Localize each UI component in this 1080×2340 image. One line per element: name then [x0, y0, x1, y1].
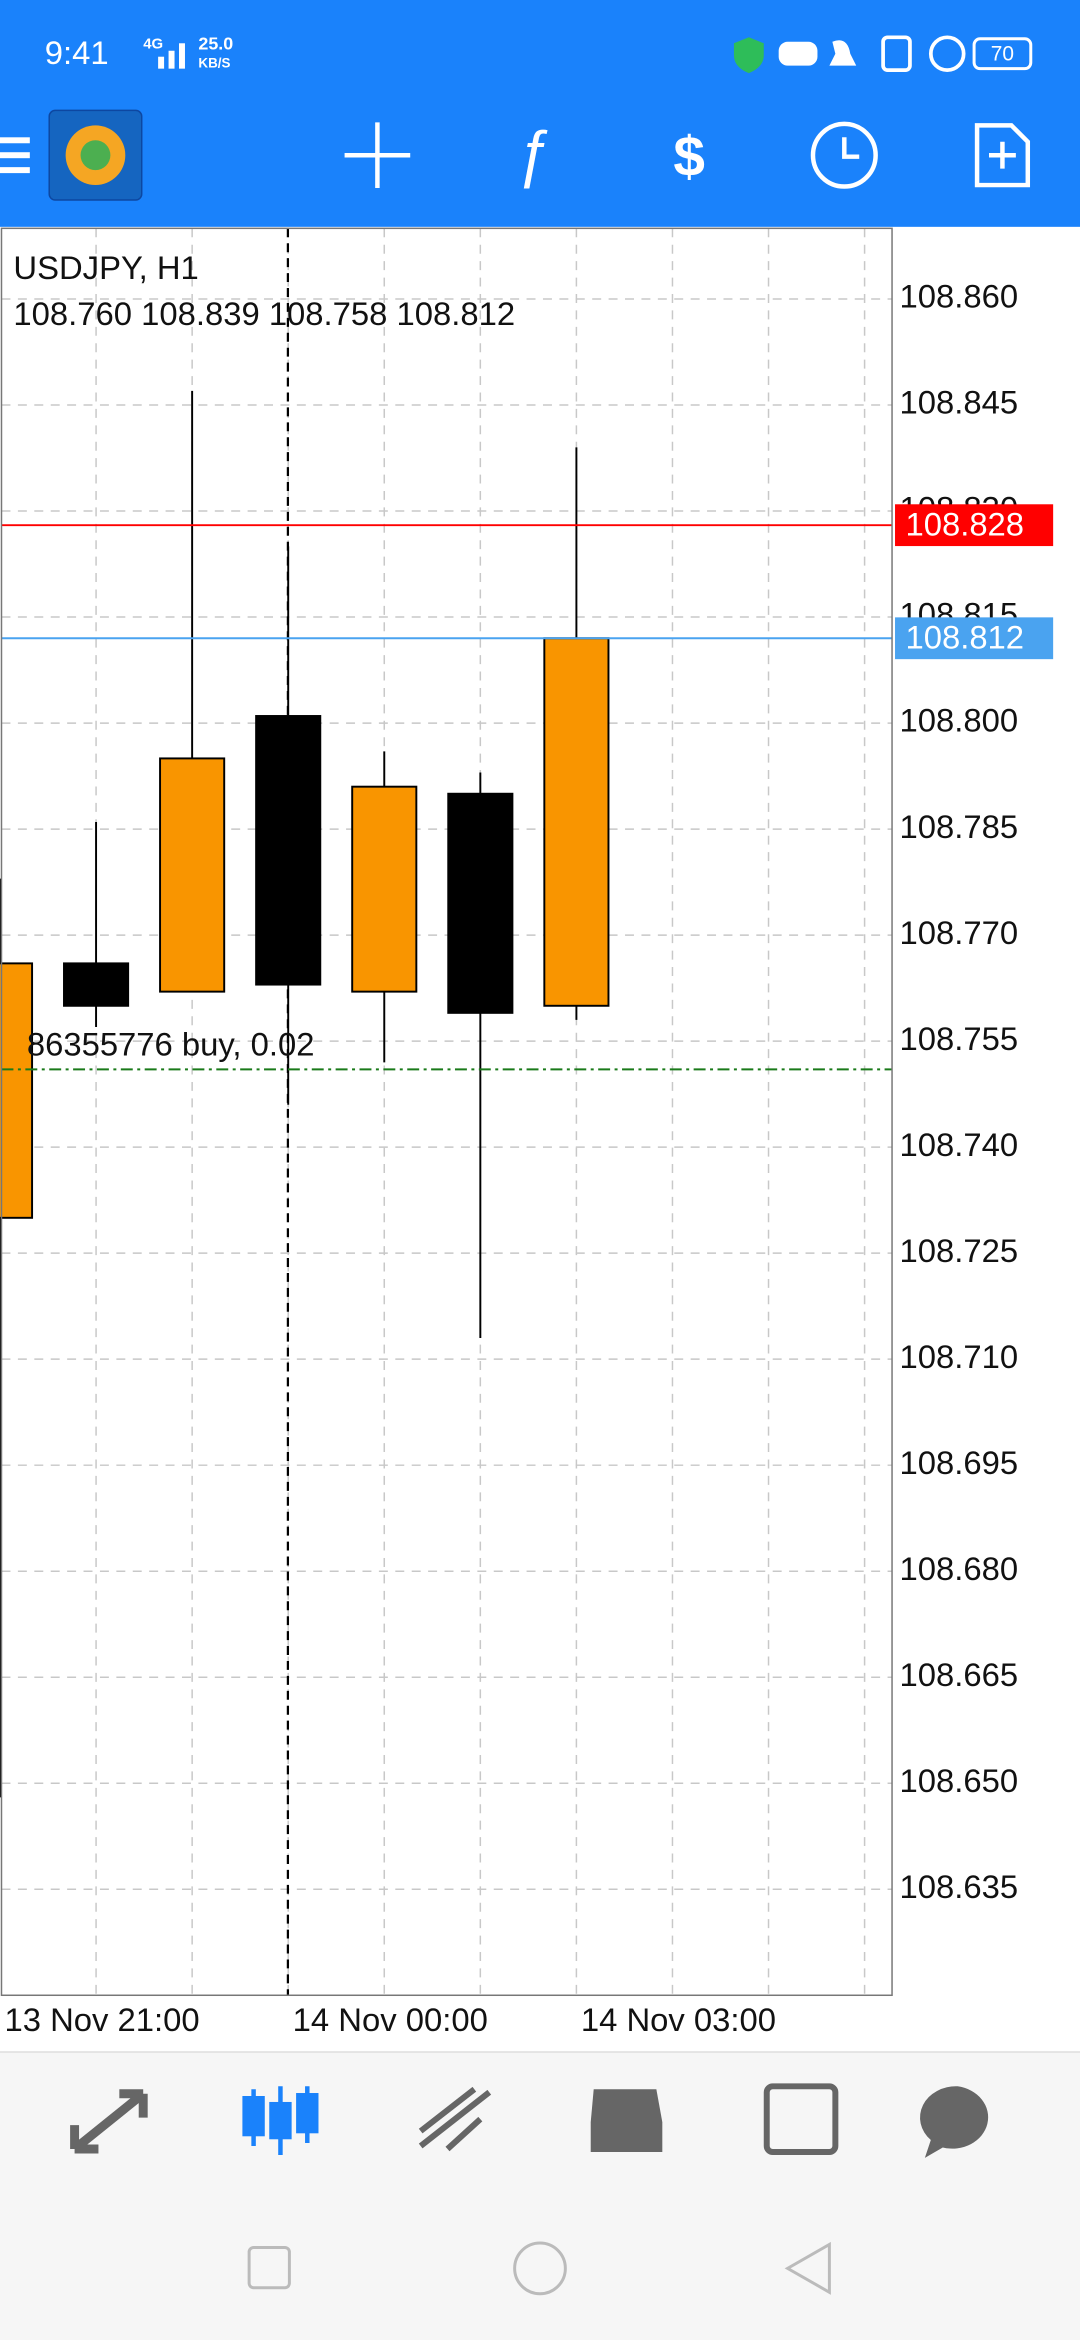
plot-area [1, 228, 893, 1996]
signal-icon [158, 43, 185, 69]
chart-tab[interactable] [242, 2086, 319, 2155]
x-tick-label: 14 Nov 00:00 [293, 2001, 488, 2038]
chat-tab[interactable] [920, 2086, 989, 2158]
y-tick-label: 108.710 [900, 1338, 1019, 1375]
menu-icon[interactable] [0, 137, 30, 174]
crosshair-button[interactable] [344, 122, 411, 189]
y-tick-label: 108.845 [900, 384, 1019, 421]
symbol-label: USDJPY, H1 [13, 249, 198, 286]
alarm-icon [928, 35, 966, 73]
status-speed: 25.0 [198, 34, 233, 54]
timeframe-button[interactable] [810, 121, 878, 189]
plot-border [0, 227, 893, 1997]
nav-recent[interactable] [247, 2245, 291, 2290]
status-network: 4G [143, 36, 163, 53]
y-tick-label: 108.650 [900, 1762, 1019, 1799]
y-tick-label: 108.665 [900, 1656, 1019, 1693]
candle-body [447, 792, 514, 1014]
y-tick-label: 108.635 [900, 1868, 1019, 1905]
y-tick-label: 108.725 [900, 1232, 1019, 1269]
history-tab[interactable] [590, 2089, 663, 2152]
price-label-bg [895, 617, 1054, 660]
mute-icon [829, 40, 857, 66]
y-tick-label: 108.680 [900, 1550, 1019, 1587]
status-time: 9:41 [45, 34, 109, 71]
y-tick-label: 108.695 [900, 1444, 1019, 1481]
app-bar [0, 0, 1080, 227]
x-tick-label: 13 Nov 21:00 [4, 2001, 199, 2038]
nav-home[interactable] [513, 2241, 567, 2296]
new-order-button[interactable] [974, 123, 1031, 188]
candle-body [255, 715, 322, 986]
price-label: 108.828 [905, 505, 1024, 542]
nav-back[interactable] [784, 2241, 831, 2295]
y-tick-label: 108.785 [900, 808, 1019, 845]
candle-body [543, 637, 610, 1007]
candle-body [63, 962, 130, 1007]
candle-body [351, 785, 418, 993]
candle-body [159, 757, 226, 993]
trade-button[interactable]: $ [673, 126, 705, 189]
logo-center [80, 140, 111, 171]
ohlc-label: 108.760 108.839 108.758 108.812 [13, 295, 515, 332]
y-tick-label: 108.800 [900, 702, 1019, 739]
quotes-tab[interactable] [70, 2089, 148, 2154]
bottom-bar [0, 2051, 1080, 2340]
battery-icon [972, 37, 1033, 71]
y-tick-label: 108.740 [900, 1126, 1019, 1163]
y-tick-label: 108.755 [900, 1020, 1019, 1057]
chart: 108.860108.845108.830108.815108.800108.7… [0, 227, 1054, 2038]
order-label: 86355776 buy, 0.02 [27, 1026, 315, 1063]
status-battery: 70 [991, 43, 1014, 66]
vibrate-icon [881, 35, 912, 73]
x-tick-label: 14 Nov 03:00 [581, 2001, 776, 2038]
price-label-bg [895, 504, 1054, 547]
status-speed-unit: KB/S [198, 56, 230, 71]
price-label: 108.812 [905, 618, 1024, 655]
security-icon [733, 37, 764, 74]
y-tick-label: 108.770 [900, 914, 1019, 951]
indicators-button[interactable]: ƒ [515, 119, 550, 190]
game-icon [778, 41, 818, 66]
y-tick-label: 108.860 [900, 278, 1019, 315]
news-tab[interactable] [763, 2083, 839, 2155]
candle-body [0, 962, 34, 1219]
trade-tab[interactable] [418, 2086, 492, 2152]
